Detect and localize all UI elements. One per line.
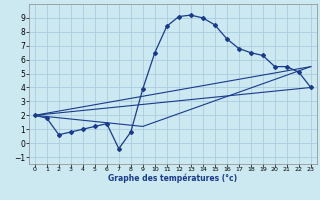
X-axis label: Graphe des températures (°c): Graphe des températures (°c)	[108, 174, 237, 183]
